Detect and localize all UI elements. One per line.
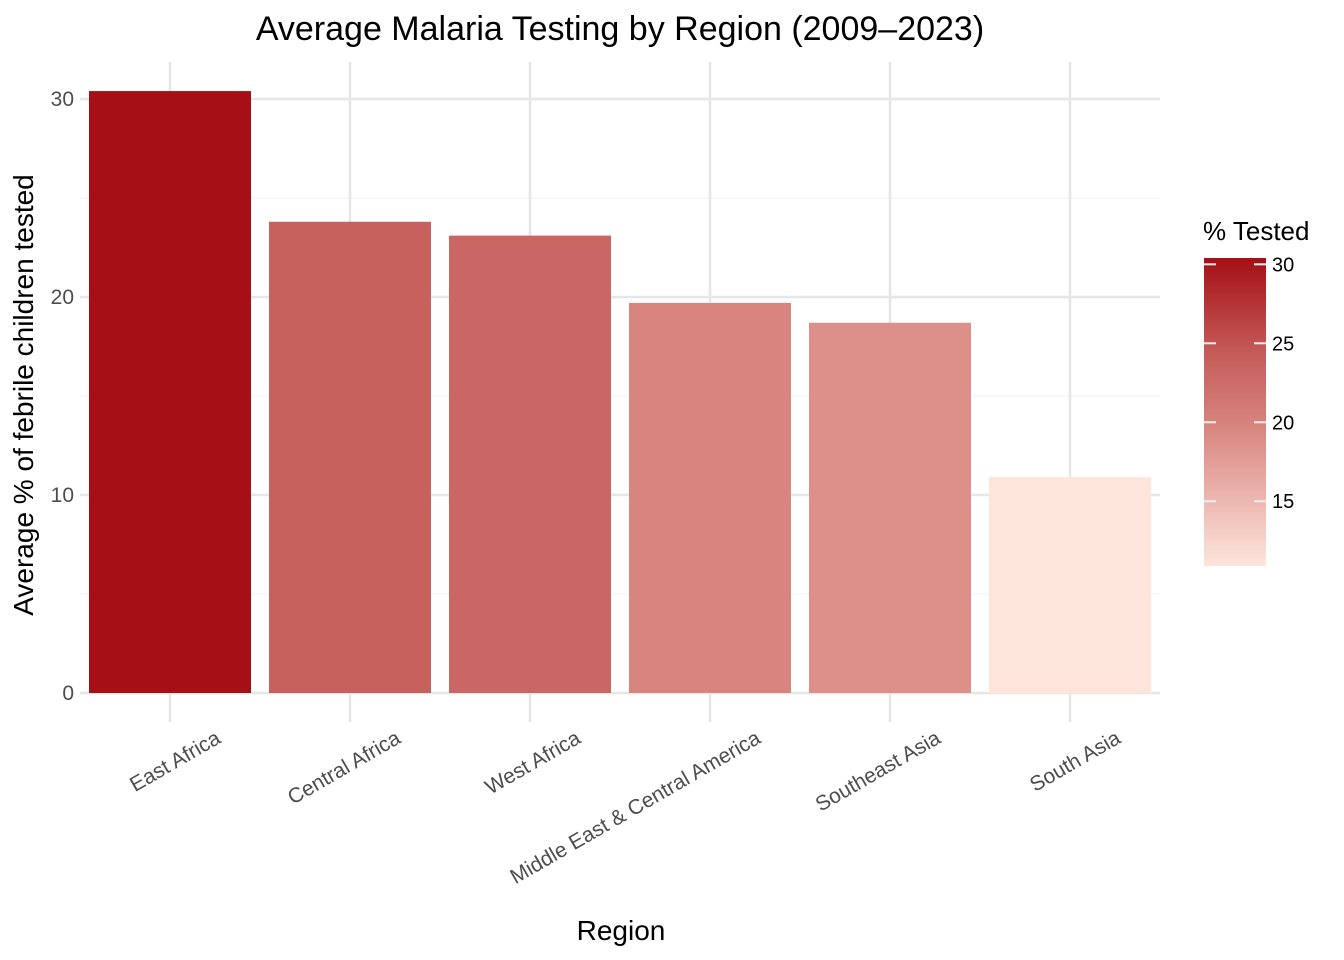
bar-central-africa [269,221,431,693]
color-legend: % Tested 15 20 25 30 [1203,216,1309,566]
bars-group [89,91,1151,693]
x-tick-label: Southeast Asia [812,726,945,816]
x-tick-label: West Africa [481,726,584,799]
y-tick-label: 0 [62,682,74,705]
y-axis-title: Average % of febrile children tested [8,174,39,616]
y-tick-label: 20 [51,286,74,309]
x-tick-label: South Asia [1026,726,1125,796]
legend-colorbar [1204,258,1266,566]
legend-tick-label: 30 [1272,254,1294,276]
chart-title: Average Malaria Testing by Region (2009–… [256,10,984,48]
y-tick-label: 10 [51,484,74,507]
legend-tick-label: 25 [1272,333,1294,355]
legend-ticks: 15 20 25 30 [1204,254,1294,513]
y-axis-ticks: 0 10 20 30 [51,88,74,705]
x-axis-title: Region [577,915,666,946]
legend-tick-label: 15 [1272,491,1294,513]
x-axis-ticks: East Africa Central Africa West AfricaMidd… [126,726,1125,888]
bar-west-africa [449,235,611,693]
bar-south-asia [989,477,1151,693]
x-tick-label: East Africa [126,726,225,796]
bar-southeast-asia [809,322,971,693]
bar-middle-east-central-america [629,302,791,693]
x-tick-label: Central Africa [284,726,405,809]
legend-title: % Tested [1203,216,1309,246]
bar-east-africa [89,91,251,693]
y-tick-label: 30 [51,88,74,111]
legend-tick-label: 20 [1272,412,1294,434]
